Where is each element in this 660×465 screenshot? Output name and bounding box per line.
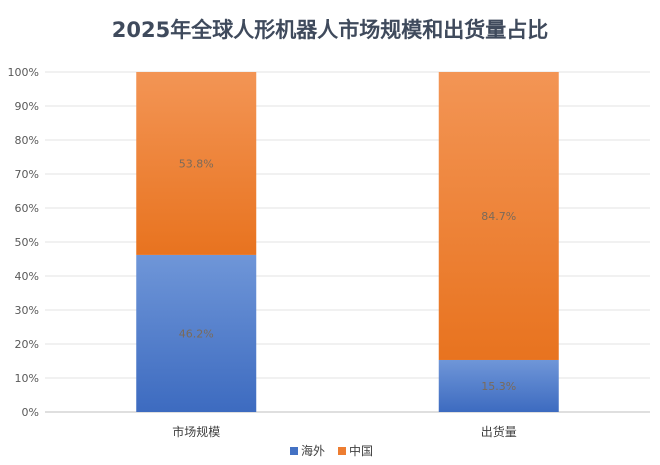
y-tick-label: 40%: [15, 270, 39, 283]
y-tick-label: 60%: [15, 202, 39, 215]
x-tick-label: 出货量: [481, 424, 517, 439]
bar-海外-出货量: [438, 359, 559, 412]
y-tick-label: 20%: [15, 338, 39, 351]
y-tick-label: 30%: [15, 304, 39, 317]
data-label: 53.8%: [179, 157, 214, 170]
y-tick-label: 90%: [15, 100, 39, 113]
legend-label: 海外: [301, 443, 325, 458]
y-tick-label: 70%: [15, 168, 39, 181]
y-tick-label: 50%: [15, 236, 39, 249]
x-tick-label: 市场规模: [172, 424, 220, 439]
data-label: 46.2%: [179, 327, 214, 340]
legend-swatch: [338, 447, 346, 455]
y-tick-label: 10%: [15, 372, 39, 385]
bar-中国-出货量: [438, 72, 559, 360]
legend-swatch: [290, 447, 298, 455]
bar-中国-市场规模: [136, 72, 257, 255]
chart-title: 2025年全球人形机器人市场规模和出货量占比: [111, 18, 549, 42]
legend-label: 中国: [349, 443, 373, 458]
data-label: 15.3%: [481, 380, 516, 393]
y-tick-label: 0%: [22, 406, 39, 419]
y-tick-label: 80%: [15, 134, 39, 147]
bar-海外-市场规模: [136, 254, 257, 412]
y-tick-label: 100%: [8, 66, 39, 79]
data-label: 84.7%: [481, 210, 516, 223]
